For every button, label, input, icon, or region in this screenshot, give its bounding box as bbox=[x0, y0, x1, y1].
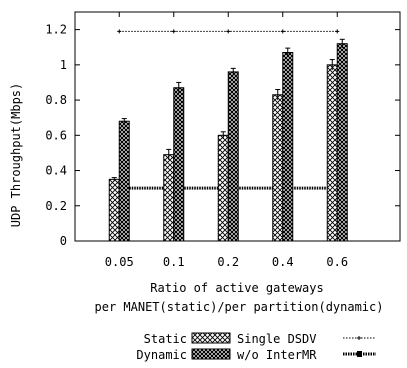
y-tick-label: 0.4 bbox=[45, 164, 67, 178]
legend-static-swatch bbox=[191, 332, 231, 344]
legend-dynamic-swatch bbox=[191, 348, 231, 360]
x-tick-label: 0.4 bbox=[272, 255, 294, 269]
x-tick-label: 0.2 bbox=[217, 255, 239, 269]
y-tick-label: 1 bbox=[60, 58, 67, 72]
legend-wo-intermr-marker bbox=[357, 351, 362, 357]
static-bar bbox=[217, 134, 229, 242]
static-bar bbox=[326, 64, 338, 242]
legend-dynamic-label: Dynamic bbox=[136, 348, 187, 362]
x-tick-label: 0.6 bbox=[326, 255, 348, 269]
bars bbox=[108, 38, 348, 242]
static-bar bbox=[163, 154, 175, 242]
legend-single-dsdv-label: Single DSDV bbox=[237, 332, 316, 346]
x-axis-label-line2: per MANET(static)/per partition(dynamic) bbox=[95, 300, 384, 314]
x-tick-label: 0.1 bbox=[163, 255, 185, 269]
static-bar bbox=[272, 94, 284, 242]
x-axis-ticks: 0.05 0.1 0.2 0.4 0.6 bbox=[105, 12, 348, 269]
legend-static-label: Static bbox=[144, 332, 187, 346]
dynamic-bar bbox=[118, 120, 130, 242]
dynamic-bar bbox=[227, 71, 239, 242]
x-tick-label: 0.05 bbox=[105, 255, 134, 269]
y-axis-ticks: 0 0.2 0.4 0.6 0.8 1 1.2 bbox=[45, 23, 400, 248]
dynamic-bar bbox=[282, 52, 294, 242]
x-axis-label-line1: Ratio of active gateways bbox=[150, 281, 323, 295]
dynamic-bar bbox=[336, 43, 348, 242]
y-tick-label: 0.8 bbox=[45, 93, 67, 107]
dynamic-bar bbox=[173, 87, 185, 242]
static-bar bbox=[108, 178, 120, 242]
legend: Static Single DSDV Dynamic w/o InterMR bbox=[136, 332, 376, 362]
legend-single-dsdv-markers bbox=[357, 336, 361, 340]
y-tick-label: 0.2 bbox=[45, 199, 67, 213]
y-tick-label: 0.6 bbox=[45, 128, 67, 142]
y-tick-label: 0 bbox=[60, 234, 67, 248]
y-axis-label: UDP Throughput(Mbps) bbox=[9, 83, 23, 228]
plot-area: 0 0.2 0.4 0.6 0.8 1 1.2 0.05 0.1 0.2 0.4 0.6 bbox=[45, 11, 401, 269]
y-tick-label: 1.2 bbox=[45, 23, 67, 37]
legend-wo-intermr-label: w/o InterMR bbox=[237, 348, 317, 362]
